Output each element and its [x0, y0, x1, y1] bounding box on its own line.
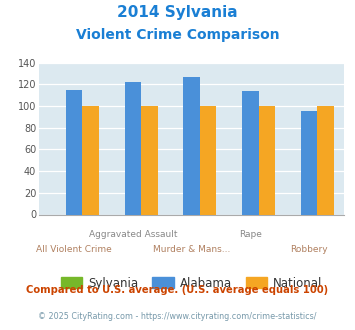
- Bar: [200, 106, 216, 214]
- Bar: [66, 90, 82, 214]
- Bar: [82, 106, 99, 214]
- Text: Compared to U.S. average. (U.S. average equals 100): Compared to U.S. average. (U.S. average …: [26, 285, 329, 295]
- Text: All Violent Crime: All Violent Crime: [37, 245, 112, 254]
- Text: © 2025 CityRating.com - https://www.cityrating.com/crime-statistics/: © 2025 CityRating.com - https://www.city…: [38, 312, 317, 321]
- Bar: [301, 112, 317, 214]
- Text: Violent Crime Comparison: Violent Crime Comparison: [76, 28, 279, 42]
- Text: Robbery: Robbery: [290, 245, 328, 254]
- Bar: [125, 82, 141, 214]
- Text: Aggravated Assault: Aggravated Assault: [89, 230, 177, 239]
- Legend: Sylvania, Alabama, National: Sylvania, Alabama, National: [56, 272, 327, 294]
- Bar: [317, 106, 334, 214]
- Text: 2014 Sylvania: 2014 Sylvania: [117, 5, 238, 20]
- Bar: [242, 91, 259, 214]
- Bar: [141, 106, 158, 214]
- Bar: [184, 77, 200, 214]
- Text: Rape: Rape: [239, 230, 262, 239]
- Bar: [259, 106, 275, 214]
- Text: Murder & Mans...: Murder & Mans...: [153, 245, 230, 254]
